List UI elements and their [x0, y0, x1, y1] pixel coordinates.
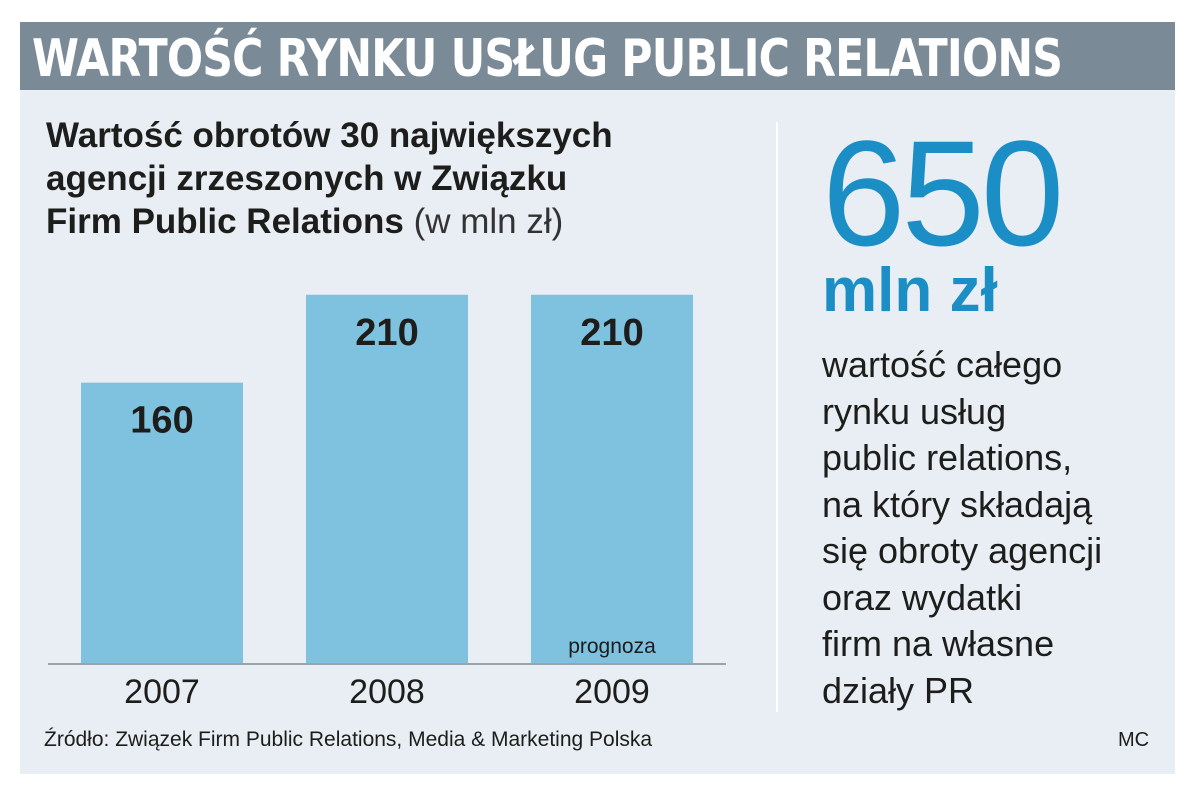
chart-title-line-2: agencji zrzeszonych w Związku: [46, 159, 568, 198]
chart-title: Wartość obrotów 30 największych agencji …: [46, 114, 746, 243]
bar-2008: [306, 294, 468, 664]
chart-title-line-1: Wartość obrotów 30 największych: [46, 116, 613, 155]
description-line: public relations,: [822, 437, 1073, 478]
description-line: firm na własne: [822, 623, 1055, 664]
headline: WARTOŚĆ RYNKU USŁUG PUBLIC RELATIONS: [32, 29, 1063, 89]
bar-value-label: 210: [580, 312, 643, 354]
forecast-annotation: prognoza: [568, 635, 656, 658]
headline-bar: [20, 22, 1175, 90]
chart-title-line-3: Firm Public Relations: [46, 202, 404, 241]
description-line: wartość całego: [822, 344, 1063, 385]
description-line: na który składają: [822, 483, 1093, 525]
description-line: się obroty agencji: [822, 530, 1103, 571]
x-tick-label: 2007: [124, 673, 200, 711]
x-tick-label: 2008: [349, 673, 425, 711]
chart-title-unit: (w mln zł): [413, 202, 564, 241]
bar-chart: 160 2007 210 2008 210 2009 prognoza: [48, 294, 726, 711]
column-divider: [776, 122, 778, 712]
highlight-unit: mln zł: [822, 256, 998, 325]
highlight-value: 650: [822, 109, 1064, 277]
credit-initials: MC: [1118, 729, 1150, 751]
description-line: rynku usług: [822, 390, 1007, 432]
x-tick-label: 2009: [574, 673, 650, 711]
bar-value-label: 210: [355, 312, 418, 354]
source-note: Źródło: Związek Firm Public Relations, M…: [44, 728, 653, 751]
highlight-description: wartość całego rynku usług public relati…: [822, 342, 1162, 714]
bar-2009: [531, 294, 693, 664]
bar-value-label: 160: [130, 400, 193, 442]
bar-2007: [81, 382, 243, 664]
description-line: oraz wydatki: [822, 576, 1023, 618]
description-line: działy PR: [822, 669, 975, 711]
